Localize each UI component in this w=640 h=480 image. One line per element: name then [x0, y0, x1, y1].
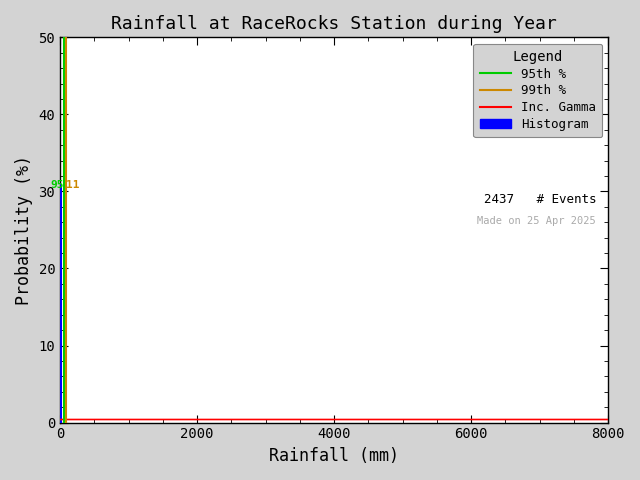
X-axis label: Rainfall (mm): Rainfall (mm) — [269, 447, 399, 465]
Title: Rainfall at RaceRocks Station during Year: Rainfall at RaceRocks Station during Yea… — [111, 15, 557, 33]
Text: 11: 11 — [65, 180, 79, 190]
Text: 95: 95 — [50, 180, 64, 190]
Text: Made on 25 Apr 2025: Made on 25 Apr 2025 — [477, 216, 596, 227]
Bar — [60, 184, 62, 422]
Y-axis label: Probability (%): Probability (%) — [15, 155, 33, 305]
Text: 2437   # Events: 2437 # Events — [484, 193, 596, 206]
Legend: 95th %, 99th %, Inc. Gamma, Histogram: 95th %, 99th %, Inc. Gamma, Histogram — [473, 44, 602, 137]
